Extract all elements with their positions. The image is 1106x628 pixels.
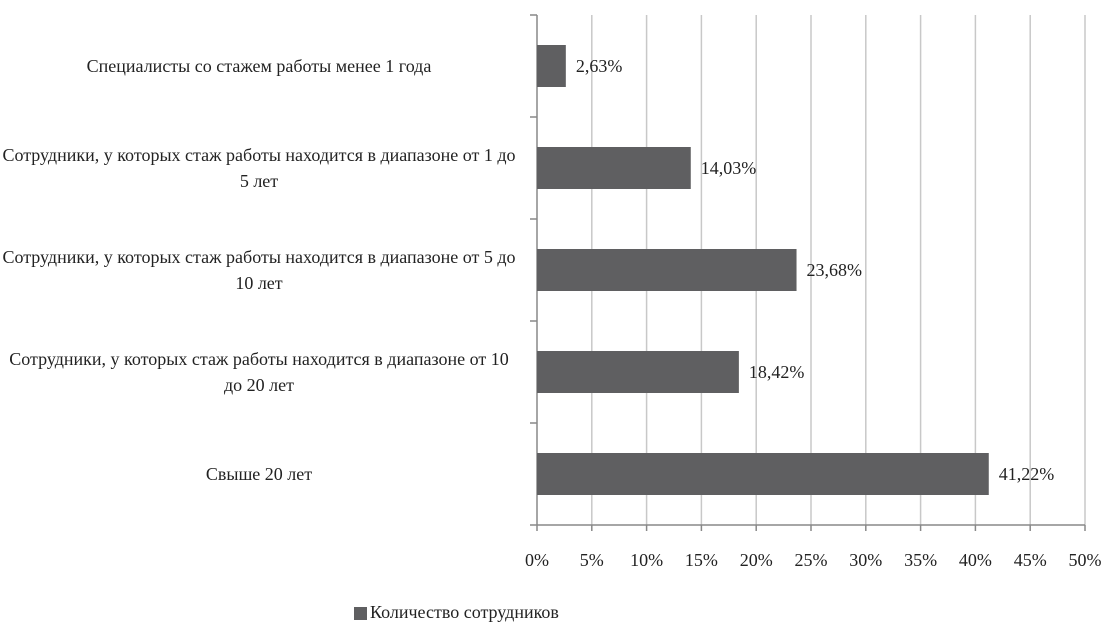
x-tick-label: 25%	[795, 550, 828, 570]
value-label: 2,63%	[576, 56, 623, 76]
category-label: Сотрудники, у которых стаж работы находи…	[2, 145, 516, 191]
value-label: 23,68%	[807, 260, 863, 280]
bar	[537, 249, 797, 291]
value-label: 14,03%	[701, 158, 757, 178]
bar	[537, 351, 739, 393]
bar	[537, 453, 989, 495]
x-tick-label: 35%	[904, 550, 937, 570]
x-tick-label: 5%	[580, 550, 604, 570]
x-tick-label: 40%	[959, 550, 992, 570]
x-tick-label: 30%	[849, 550, 882, 570]
legend-label: Количество сотрудников	[370, 602, 559, 622]
value-label: 41,22%	[999, 464, 1055, 484]
x-tick-label: 15%	[685, 550, 718, 570]
x-tick-label: 50%	[1069, 550, 1102, 570]
bar	[537, 147, 691, 189]
category-label: Сотрудники, у которых стаж работы находи…	[2, 247, 516, 293]
category-label: Сотрудники, у которых стаж работы находи…	[9, 349, 509, 395]
category-label: Свыше 20 лет	[205, 464, 313, 484]
x-tick-label: 10%	[630, 550, 663, 570]
value-label: 18,42%	[749, 362, 805, 382]
bar	[537, 45, 566, 87]
x-tick-label: 45%	[1014, 550, 1047, 570]
legend-swatch	[354, 607, 367, 620]
x-tick-label: 20%	[740, 550, 773, 570]
category-label: Специалисты со стажем работы менее 1 год…	[86, 56, 432, 76]
x-tick-label: 0%	[525, 550, 549, 570]
